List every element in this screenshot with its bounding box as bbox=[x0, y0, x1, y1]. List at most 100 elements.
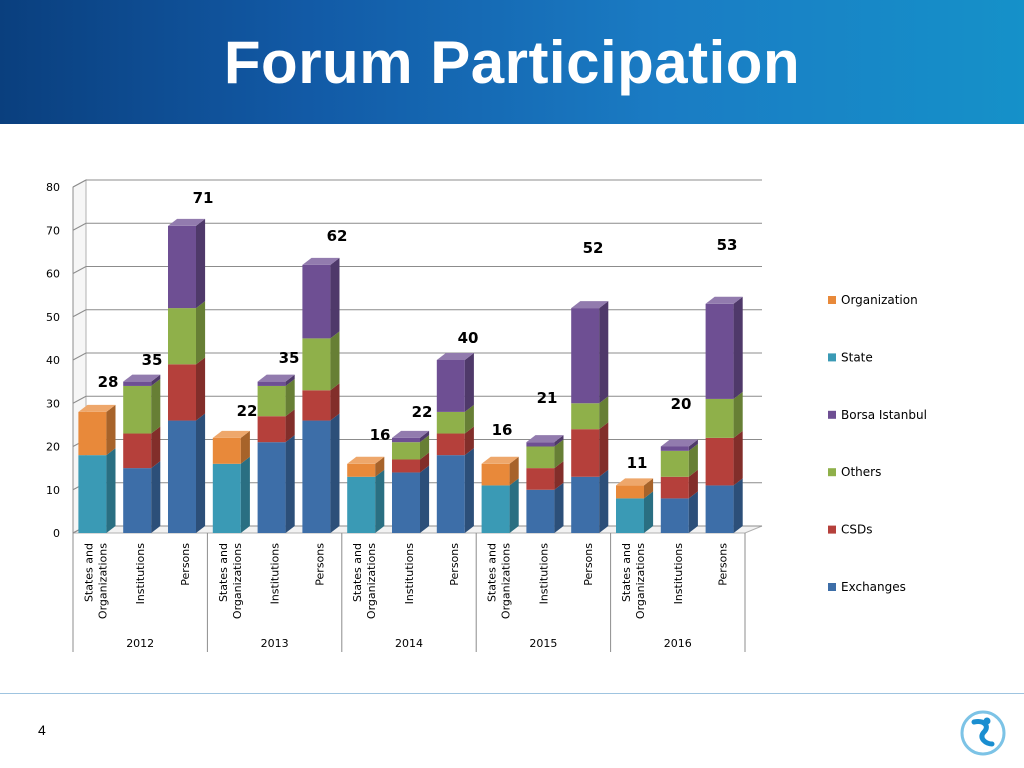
bar-segment-side bbox=[509, 478, 519, 533]
total-label: 22 bbox=[237, 402, 258, 420]
bar-segment-exchanges bbox=[660, 498, 689, 533]
legend-label: Others bbox=[841, 465, 881, 479]
y-tick-label: 10 bbox=[46, 484, 60, 497]
y-tick-label: 50 bbox=[46, 311, 60, 324]
category-label: States and bbox=[486, 543, 499, 602]
category-label: Institutions bbox=[134, 543, 147, 605]
bar-stack bbox=[257, 374, 295, 533]
bar-segment-top bbox=[302, 257, 340, 265]
bar-segment-borsa-istanbul bbox=[705, 303, 734, 399]
gridline-slant bbox=[72, 266, 87, 274]
bar-segment-side bbox=[196, 301, 206, 365]
bar-segment-borsa-istanbul bbox=[660, 446, 689, 451]
bar-segment-side bbox=[599, 469, 609, 533]
bar-segment-state bbox=[481, 485, 510, 533]
bar-segment-csds bbox=[436, 433, 465, 456]
bar-segment-exchanges bbox=[705, 485, 734, 533]
stacked-bar-chart: 0 10 20 30 40 50 60 70 80 28 35 71 22 35 62 16 22 40 16 21 5… bbox=[46, 179, 927, 652]
bar-segment-top bbox=[436, 353, 474, 360]
bar-segment-side bbox=[464, 353, 474, 412]
bar-segment-side bbox=[554, 439, 564, 469]
bar-segment-side bbox=[554, 482, 564, 533]
bar-segment-exchanges bbox=[526, 489, 555, 533]
bar-segment-side bbox=[196, 413, 206, 533]
bar-stack bbox=[302, 257, 340, 533]
bar-stack bbox=[392, 430, 430, 533]
year-group-label: 2012 bbox=[126, 637, 154, 650]
y-tick-label: 20 bbox=[46, 441, 60, 454]
bar-segment-side bbox=[196, 218, 206, 309]
bar-segment-borsa-istanbul bbox=[257, 381, 286, 386]
bar-stack bbox=[660, 439, 698, 533]
bar-stack bbox=[705, 296, 743, 533]
bar-segment-side bbox=[151, 461, 161, 533]
bar-segment-state bbox=[616, 498, 644, 533]
footer-divider bbox=[0, 693, 1024, 694]
bar-segment-side bbox=[151, 374, 161, 386]
total-label: 40 bbox=[458, 329, 479, 347]
bar-segment-others bbox=[302, 338, 331, 391]
bar-segment-organization bbox=[481, 463, 510, 486]
bar-segment-organization bbox=[347, 463, 376, 477]
bar-segment-csds bbox=[705, 437, 734, 486]
y-tick-label: 40 bbox=[46, 354, 60, 367]
bar-segment-csds bbox=[168, 364, 196, 421]
gridline-slant bbox=[72, 352, 87, 361]
bar-segment-side bbox=[688, 491, 698, 533]
category-label: Institutions bbox=[537, 543, 550, 605]
bar-segment-side bbox=[644, 491, 654, 533]
bar-segment-others bbox=[392, 442, 420, 460]
category-label: Institutions bbox=[403, 543, 416, 605]
legend-swatch bbox=[828, 468, 836, 477]
bar-segment-side bbox=[464, 404, 474, 434]
bar-segment-exchanges bbox=[123, 468, 152, 533]
category-label: Persons bbox=[582, 543, 595, 586]
bar-segment-borsa-istanbul bbox=[436, 360, 465, 412]
bar-segment-borsa-istanbul bbox=[571, 308, 600, 404]
bar-segment-side bbox=[330, 331, 340, 391]
borsa-istanbul-logo-icon bbox=[960, 710, 1006, 756]
legend-swatch bbox=[828, 296, 836, 304]
bar-segment-side bbox=[733, 478, 743, 533]
bar-segment-side bbox=[285, 378, 295, 417]
bar-segment-side bbox=[464, 426, 474, 456]
bar-stack bbox=[481, 456, 519, 533]
bar-segment-side bbox=[330, 413, 340, 533]
bar-segment-top bbox=[212, 430, 250, 438]
legend-swatch bbox=[828, 525, 836, 534]
bar-segment-side bbox=[554, 435, 564, 447]
bar-segment-top bbox=[257, 374, 295, 382]
page-number: 4 bbox=[38, 722, 46, 738]
legend-swatch bbox=[828, 583, 836, 591]
bar-segment-side bbox=[644, 478, 654, 499]
bar-segment-csds bbox=[526, 468, 555, 490]
bar-segment-side bbox=[733, 391, 743, 438]
bar-stack bbox=[616, 478, 654, 533]
category-label: Institutions bbox=[269, 543, 282, 605]
total-label: 20 bbox=[671, 395, 692, 413]
legend-swatch bbox=[828, 353, 836, 362]
category-label: Persons bbox=[717, 543, 730, 586]
bar-segment-side bbox=[599, 396, 609, 430]
bar-segment-side bbox=[106, 448, 116, 533]
bar-segment-others bbox=[526, 446, 555, 469]
bar-stack bbox=[78, 404, 116, 533]
bar-segment-csds bbox=[257, 416, 286, 443]
bar-segment-exchanges bbox=[168, 420, 196, 533]
bar-segment-top bbox=[660, 439, 698, 447]
bar-segment-top bbox=[705, 296, 743, 304]
gridline-slant bbox=[72, 222, 87, 231]
category-label: Organizations bbox=[634, 543, 647, 619]
year-group-label: 2014 bbox=[395, 637, 423, 650]
y-tick-label: 0 bbox=[53, 527, 60, 540]
bar-segment-csds bbox=[302, 390, 331, 421]
y-tick-label: 60 bbox=[46, 268, 60, 281]
category-label: Persons bbox=[313, 543, 326, 586]
legend-label: Organization bbox=[841, 293, 918, 307]
bar-segment-side bbox=[285, 374, 295, 386]
category-label: States and bbox=[82, 543, 95, 602]
bar-stack bbox=[526, 435, 564, 533]
bar-segment-side bbox=[554, 461, 564, 490]
bar-segment-top bbox=[123, 374, 161, 382]
bar-stack bbox=[436, 353, 474, 533]
